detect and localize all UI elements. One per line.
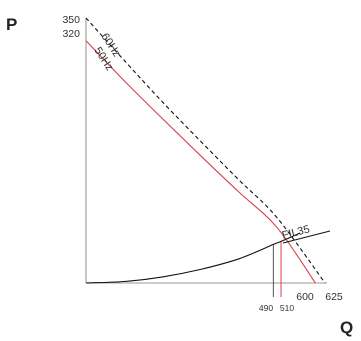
- x-tick-label-490: 490: [259, 303, 273, 313]
- y-tick-label-350: 350: [62, 14, 80, 26]
- axes: [85, 18, 327, 284]
- series-label-fil35-underline: [282, 230, 331, 244]
- y-tick-label-320: 320: [62, 28, 80, 40]
- series-line-fil35: [85, 232, 301, 284]
- series-line-60hz: [85, 17, 326, 284]
- x-axis-label: Q: [340, 318, 353, 337]
- series-layer: [85, 17, 331, 284]
- x-tick-label-625: 625: [325, 291, 343, 303]
- y-axis-label: P: [6, 15, 17, 34]
- series-label-fil35: FIL35: [281, 223, 311, 241]
- x-tick-label-510: 510: [280, 303, 294, 313]
- series-line-50hz: [85, 40, 316, 284]
- x-tick-label-600: 600: [296, 291, 314, 303]
- operating-point-markers: [272, 241, 282, 297]
